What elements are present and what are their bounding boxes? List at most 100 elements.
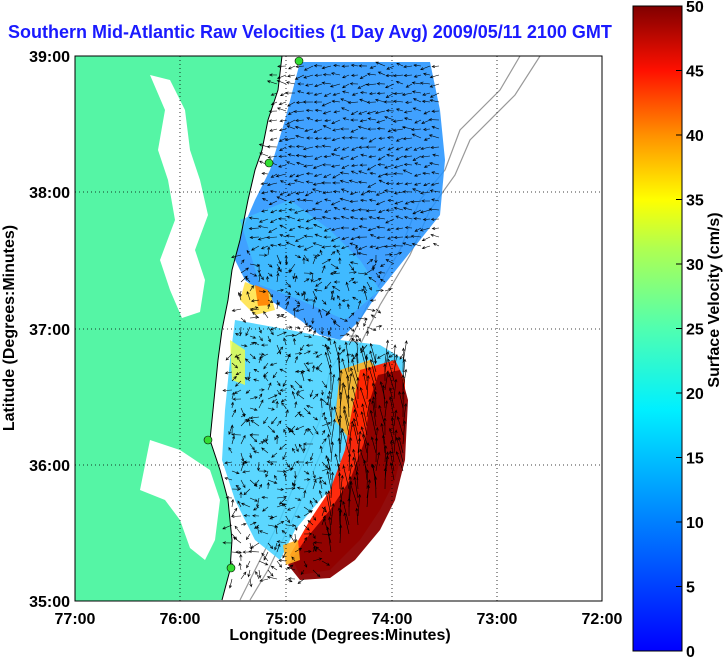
velocity-arrow bbox=[379, 278, 386, 283]
velocity-arrow bbox=[393, 235, 404, 239]
velocity-arrow bbox=[341, 298, 350, 303]
velocity-arrow bbox=[428, 118, 440, 122]
velocity-arrow bbox=[263, 362, 269, 370]
velocity-arrow bbox=[267, 299, 274, 303]
velocity-arrow bbox=[269, 218, 278, 223]
velocity-arrow bbox=[339, 317, 348, 322]
velocity-arrow bbox=[267, 155, 278, 159]
velocity-arrow bbox=[310, 272, 314, 283]
velocity-arrow bbox=[321, 216, 332, 220]
velocity-arrow bbox=[268, 119, 278, 123]
velocity-arrow bbox=[231, 409, 237, 418]
velocity-arrow bbox=[358, 110, 368, 115]
velocity-arrow bbox=[350, 63, 359, 68]
velocity-arrow bbox=[337, 351, 341, 373]
velocity-arrow bbox=[351, 146, 359, 151]
velocity-arrow bbox=[340, 127, 350, 131]
velocity-arrow bbox=[302, 443, 306, 452]
velocity-arrow bbox=[380, 422, 386, 445]
velocity-arrow bbox=[258, 569, 262, 579]
velocity-arrow bbox=[359, 91, 368, 95]
velocity-arrow bbox=[285, 333, 296, 338]
velocity-arrow bbox=[313, 223, 323, 229]
velocity-arrow bbox=[276, 314, 287, 319]
velocity-arrow bbox=[326, 395, 332, 418]
velocity-arrow bbox=[288, 145, 296, 149]
x-tick-label: 75:00 bbox=[266, 611, 307, 628]
velocity-arrow bbox=[249, 272, 258, 277]
colorbar bbox=[632, 5, 683, 652]
velocity-arrow bbox=[376, 236, 386, 240]
velocity-arrow bbox=[410, 200, 422, 204]
velocity-arrow bbox=[232, 536, 242, 544]
velocity-arrow bbox=[366, 258, 374, 265]
velocity-arrow bbox=[285, 241, 296, 247]
velocity-arrow bbox=[337, 507, 341, 526]
velocity-arrow bbox=[294, 515, 301, 519]
velocity-arrow bbox=[404, 226, 413, 230]
velocity-arrow bbox=[280, 398, 287, 403]
velocity-arrow bbox=[403, 110, 413, 114]
velocity-arrow bbox=[307, 519, 314, 526]
velocity-arrow bbox=[324, 198, 332, 202]
velocity-arrow bbox=[294, 443, 299, 453]
velocity-arrow bbox=[355, 471, 359, 490]
velocity-arrow bbox=[395, 108, 404, 112]
velocity-arrow bbox=[307, 378, 314, 382]
velocity-arrow bbox=[276, 344, 282, 355]
velocity-arrow bbox=[339, 508, 343, 535]
velocity-arrow bbox=[333, 406, 341, 427]
velocity-arrow bbox=[336, 249, 341, 256]
velocity-arrow bbox=[257, 263, 261, 274]
velocity-arrow bbox=[323, 235, 332, 239]
velocity-arrow bbox=[326, 470, 332, 490]
velocity-arrow bbox=[357, 335, 361, 342]
velocity-arrow bbox=[281, 529, 287, 535]
velocity-arrow bbox=[294, 290, 300, 296]
velocity-arrow bbox=[395, 215, 404, 220]
velocity-arrow bbox=[430, 145, 440, 150]
velocity-arrow bbox=[258, 352, 265, 356]
velocity-arrow bbox=[287, 74, 296, 78]
velocity-arrow bbox=[303, 335, 312, 339]
velocity-arrow bbox=[232, 397, 242, 401]
velocity-arrow bbox=[392, 128, 404, 132]
velocity-arrow bbox=[286, 119, 296, 125]
velocity-arrow bbox=[251, 311, 260, 319]
velocity-arrow bbox=[304, 128, 314, 133]
velocity-arrow bbox=[341, 90, 350, 94]
velocity-arrow bbox=[261, 495, 269, 500]
velocity-arrow bbox=[403, 162, 413, 167]
x-tick-label: 76:00 bbox=[160, 611, 201, 628]
velocity-arrow bbox=[361, 433, 368, 454]
velocity-arrow bbox=[278, 101, 287, 106]
velocity-arrow bbox=[297, 244, 305, 248]
velocity-arrow bbox=[349, 481, 359, 508]
velocity-arrow bbox=[300, 569, 305, 576]
velocity-arrow bbox=[231, 362, 239, 369]
velocity-arrow bbox=[331, 285, 341, 292]
velocity-arrow bbox=[352, 423, 359, 445]
velocity-arrow bbox=[247, 569, 251, 578]
velocity-arrow bbox=[303, 164, 314, 168]
velocity-arrow bbox=[348, 312, 355, 319]
velocity-arrow bbox=[303, 317, 308, 327]
velocity-arrow bbox=[278, 497, 287, 505]
velocity-arrow bbox=[321, 429, 326, 436]
velocity-arrow bbox=[410, 128, 422, 132]
velocity-arrow bbox=[295, 370, 305, 374]
velocity-arrow bbox=[384, 172, 395, 176]
velocity-arrow bbox=[313, 288, 323, 292]
velocity-arrow bbox=[366, 72, 377, 76]
velocity-arrow bbox=[267, 394, 278, 400]
velocity-arrow bbox=[312, 242, 323, 247]
velocity-arrow bbox=[281, 503, 287, 508]
velocity-arrow bbox=[319, 445, 323, 454]
velocity-arrow bbox=[355, 244, 359, 256]
velocity-arrow bbox=[321, 398, 329, 406]
velocity-arrow bbox=[355, 338, 359, 364]
velocity-arrow bbox=[259, 578, 269, 582]
velocity-arrow bbox=[313, 100, 323, 104]
velocity-arrow bbox=[341, 107, 350, 112]
velocity-arrow bbox=[365, 145, 377, 149]
